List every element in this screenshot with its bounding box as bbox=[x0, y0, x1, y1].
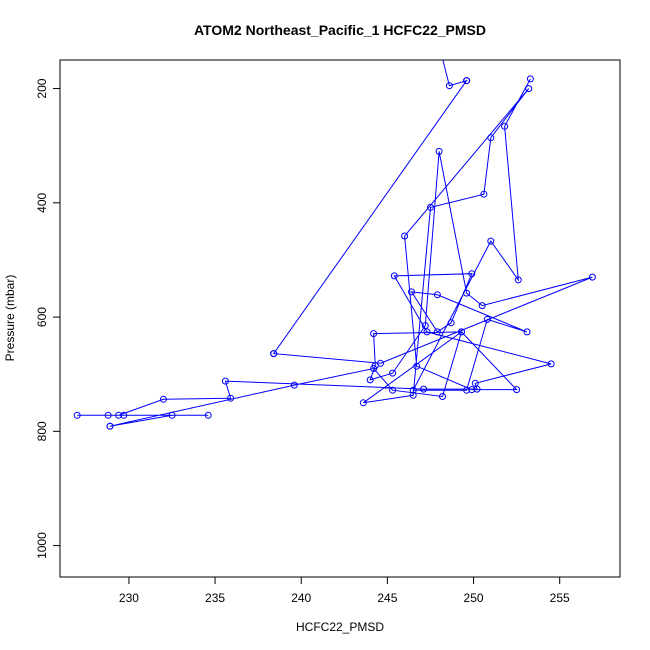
y-tick-label: 200 bbox=[35, 78, 49, 98]
data-point bbox=[115, 411, 123, 419]
data-point bbox=[408, 288, 415, 296]
data-point bbox=[370, 330, 378, 338]
x-tick-label: 240 bbox=[291, 591, 311, 605]
data-point bbox=[427, 203, 434, 211]
x-axis-label: HCFC22_PMSD bbox=[296, 620, 384, 634]
x-tick-label: 250 bbox=[464, 591, 484, 605]
data-point bbox=[588, 273, 596, 281]
data-point bbox=[73, 411, 81, 419]
data-point bbox=[227, 394, 235, 402]
data-point bbox=[290, 381, 298, 389]
data-point bbox=[409, 391, 417, 399]
y-tick-label: 600 bbox=[35, 307, 49, 327]
x-tick-label: 255 bbox=[550, 591, 570, 605]
data-point bbox=[366, 376, 374, 384]
x-tick-label: 235 bbox=[205, 591, 225, 605]
y-axis-label: Pressure (mbar) bbox=[3, 275, 17, 362]
data-point bbox=[514, 276, 522, 284]
data-point bbox=[433, 328, 441, 336]
y-tick-label: 1000 bbox=[35, 532, 49, 559]
data-point bbox=[204, 411, 212, 419]
data-point bbox=[487, 134, 495, 142]
data-point bbox=[359, 399, 367, 407]
data-point bbox=[487, 237, 495, 245]
data-point bbox=[421, 322, 429, 330]
data-point bbox=[478, 302, 486, 310]
data-point bbox=[221, 377, 229, 385]
data-point bbox=[401, 232, 409, 240]
data-point bbox=[423, 328, 431, 336]
y-tick-label: 800 bbox=[35, 421, 49, 441]
data-point bbox=[547, 360, 555, 368]
data-point bbox=[106, 422, 114, 430]
data-point bbox=[526, 75, 534, 83]
data-point bbox=[433, 291, 441, 299]
series-line bbox=[77, 60, 593, 427]
x-tick-label: 230 bbox=[119, 591, 139, 605]
data-point bbox=[168, 411, 176, 419]
x-axis: 230 235 240 245 250 255 bbox=[119, 577, 570, 605]
data-point bbox=[480, 190, 488, 198]
data-point bbox=[159, 395, 167, 403]
data-point bbox=[409, 386, 417, 394]
data-point bbox=[390, 272, 398, 280]
data-point bbox=[435, 147, 443, 155]
data-point bbox=[420, 385, 428, 393]
data-point bbox=[483, 315, 491, 323]
data-point bbox=[463, 386, 471, 394]
chart-title: ATOM2 Northeast_Pacific_1 HCFC22_PMSD bbox=[194, 22, 486, 38]
data-point bbox=[445, 82, 453, 90]
plot-frame bbox=[59, 59, 621, 578]
data-point bbox=[413, 362, 421, 370]
data-point bbox=[270, 350, 278, 358]
data-point bbox=[377, 359, 384, 367]
series-layer bbox=[73, 28, 596, 430]
data-point bbox=[389, 369, 397, 377]
data-point bbox=[104, 411, 112, 419]
data-point bbox=[463, 77, 471, 85]
data-point bbox=[473, 385, 481, 393]
data-point bbox=[463, 289, 471, 297]
x-tick-label: 245 bbox=[377, 591, 397, 605]
data-point bbox=[513, 386, 521, 394]
data-point bbox=[447, 319, 455, 327]
data-point bbox=[468, 270, 476, 278]
data-point bbox=[501, 122, 509, 130]
data-point bbox=[523, 328, 531, 336]
y-tick-label: 400 bbox=[35, 192, 49, 212]
data-point bbox=[389, 386, 397, 394]
data-point bbox=[525, 85, 533, 93]
data-point bbox=[439, 393, 446, 400]
y-axis: 200 400 600 800 1000 bbox=[35, 78, 60, 559]
data-point bbox=[458, 328, 465, 336]
data-point bbox=[120, 411, 128, 419]
data-point bbox=[468, 386, 476, 394]
data-point bbox=[503, 28, 509, 34]
